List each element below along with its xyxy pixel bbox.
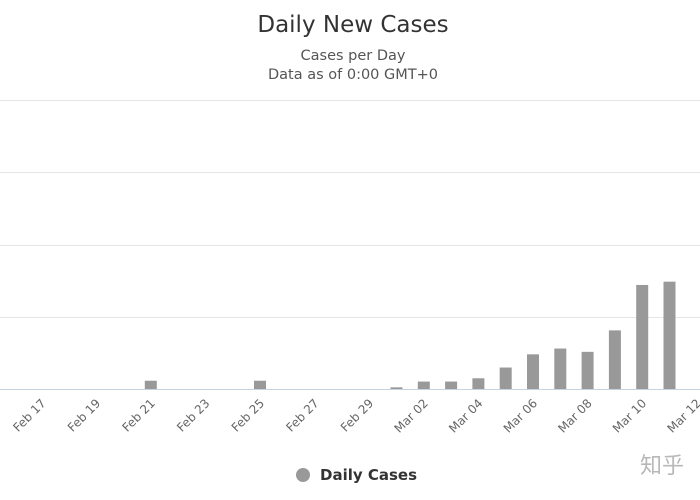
bar[interactable] (527, 354, 539, 389)
x-tick-label: Mar 06 (501, 396, 540, 435)
x-tick-label: Feb 25 (229, 396, 267, 434)
bar[interactable] (608, 330, 621, 389)
bar[interactable] (499, 367, 512, 389)
chart-title: Daily New Cases (257, 12, 449, 38)
bar[interactable] (254, 380, 266, 389)
legend[interactable]: Daily Cases (296, 466, 417, 484)
bar[interactable] (445, 381, 458, 389)
chart-data-date: Data as of 0:00 GMT+0 (267, 67, 438, 83)
x-tick-label: Feb 23 (174, 396, 212, 434)
bar[interactable] (554, 348, 567, 389)
legend-swatch (296, 468, 310, 482)
bar[interactable] (581, 351, 594, 389)
x-tick-label: Feb 27 (283, 396, 321, 434)
bars (144, 281, 676, 389)
bar[interactable] (663, 281, 676, 389)
x-tick-label: Mar 04 (446, 396, 485, 435)
bar[interactable] (417, 381, 430, 389)
gridlines (0, 100, 700, 390)
bar[interactable] (144, 380, 157, 389)
x-tick-label: Mar 08 (555, 396, 594, 435)
x-tick-label: Feb 19 (65, 396, 103, 434)
bar[interactable] (472, 378, 485, 389)
bar[interactable] (636, 284, 649, 389)
watermark-logo: 知乎 (640, 454, 685, 479)
x-tick-label: Mar 02 (392, 396, 431, 435)
x-tick-label: Feb 21 (119, 396, 157, 434)
legend-label: Daily Cases (320, 466, 418, 484)
chart-subtitle: Cases per Day (300, 48, 406, 64)
x-tick-label: Mar 10 (610, 396, 649, 435)
x-tick-label: Feb 29 (338, 396, 376, 434)
bar[interactable] (390, 387, 403, 389)
x-tick-label: Feb 17 (10, 396, 48, 434)
x-tick-label: Mar 12 (665, 396, 700, 435)
